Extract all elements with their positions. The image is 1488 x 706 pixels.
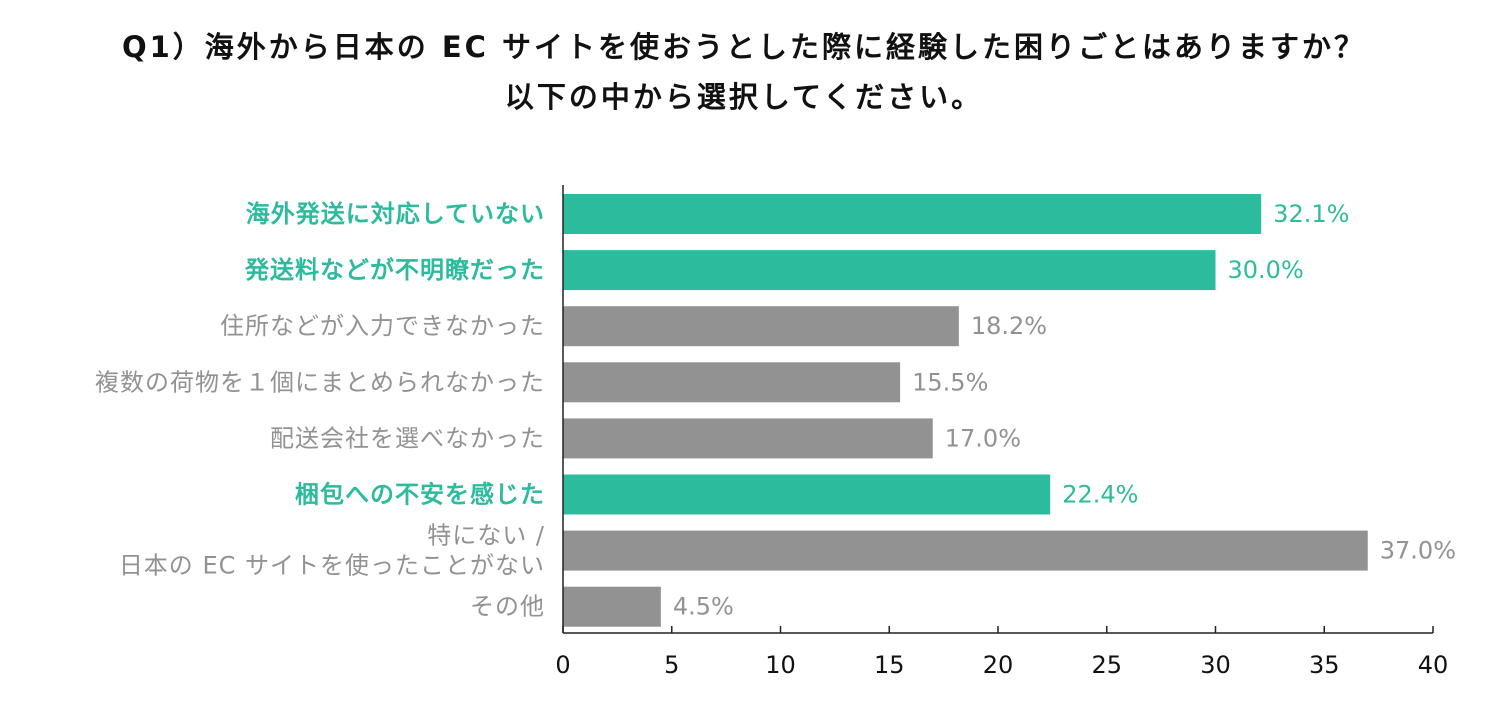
bar [563,586,661,627]
bar [563,194,1262,234]
category-label: 日本の EC サイトを使ったことがない [119,552,545,580]
chart-title-line-2: 以下の中から選択してください。 [504,80,984,114]
bar [563,530,1368,571]
x-tick-label: 15 [874,651,905,679]
value-label: 22.4% [1062,481,1138,509]
x-tick-label: 25 [1091,651,1122,679]
value-label: 17.0% [945,424,1021,452]
category-label: 配送会社を選べなかった [270,424,545,452]
bar [563,418,933,459]
x-tick-label: 40 [1418,651,1449,679]
category-label: 複数の荷物を１個にまとめられなかった [95,368,545,396]
bar [563,250,1216,291]
x-tick-label: 35 [1309,651,1340,679]
category-label: 海外発送に対応していない [246,200,545,228]
category-label: 特にない / [427,522,545,550]
bar [563,474,1051,515]
chart-title-line-1: Q1）海外から日本の EC サイトを使おうとした際に経験した困りごとはありますか… [121,30,1367,64]
bar [563,306,959,347]
x-tick-label: 10 [765,651,796,679]
value-label: 18.2% [971,312,1047,340]
value-label: 37.0% [1380,537,1456,565]
category-label: 梱包への不安を感じた [295,481,545,509]
category-label: 住所などが入力できなかった [220,312,545,340]
category-label: 発送料などが不明瞭だった [244,256,545,284]
value-label: 15.5% [912,368,988,396]
bar [563,362,901,403]
x-tick-label: 0 [555,651,570,679]
category-label: その他 [470,593,545,621]
value-label: 30.0% [1228,256,1304,284]
value-label: 32.1% [1273,200,1349,228]
chart-title: Q1）海外から日本の EC サイトを使おうとした際に経験した困りごとはありますか… [0,22,1488,122]
x-tick-label: 5 [664,651,679,679]
x-tick-label: 20 [983,651,1014,679]
value-label: 4.5% [673,593,734,621]
x-tick-label: 30 [1200,651,1231,679]
